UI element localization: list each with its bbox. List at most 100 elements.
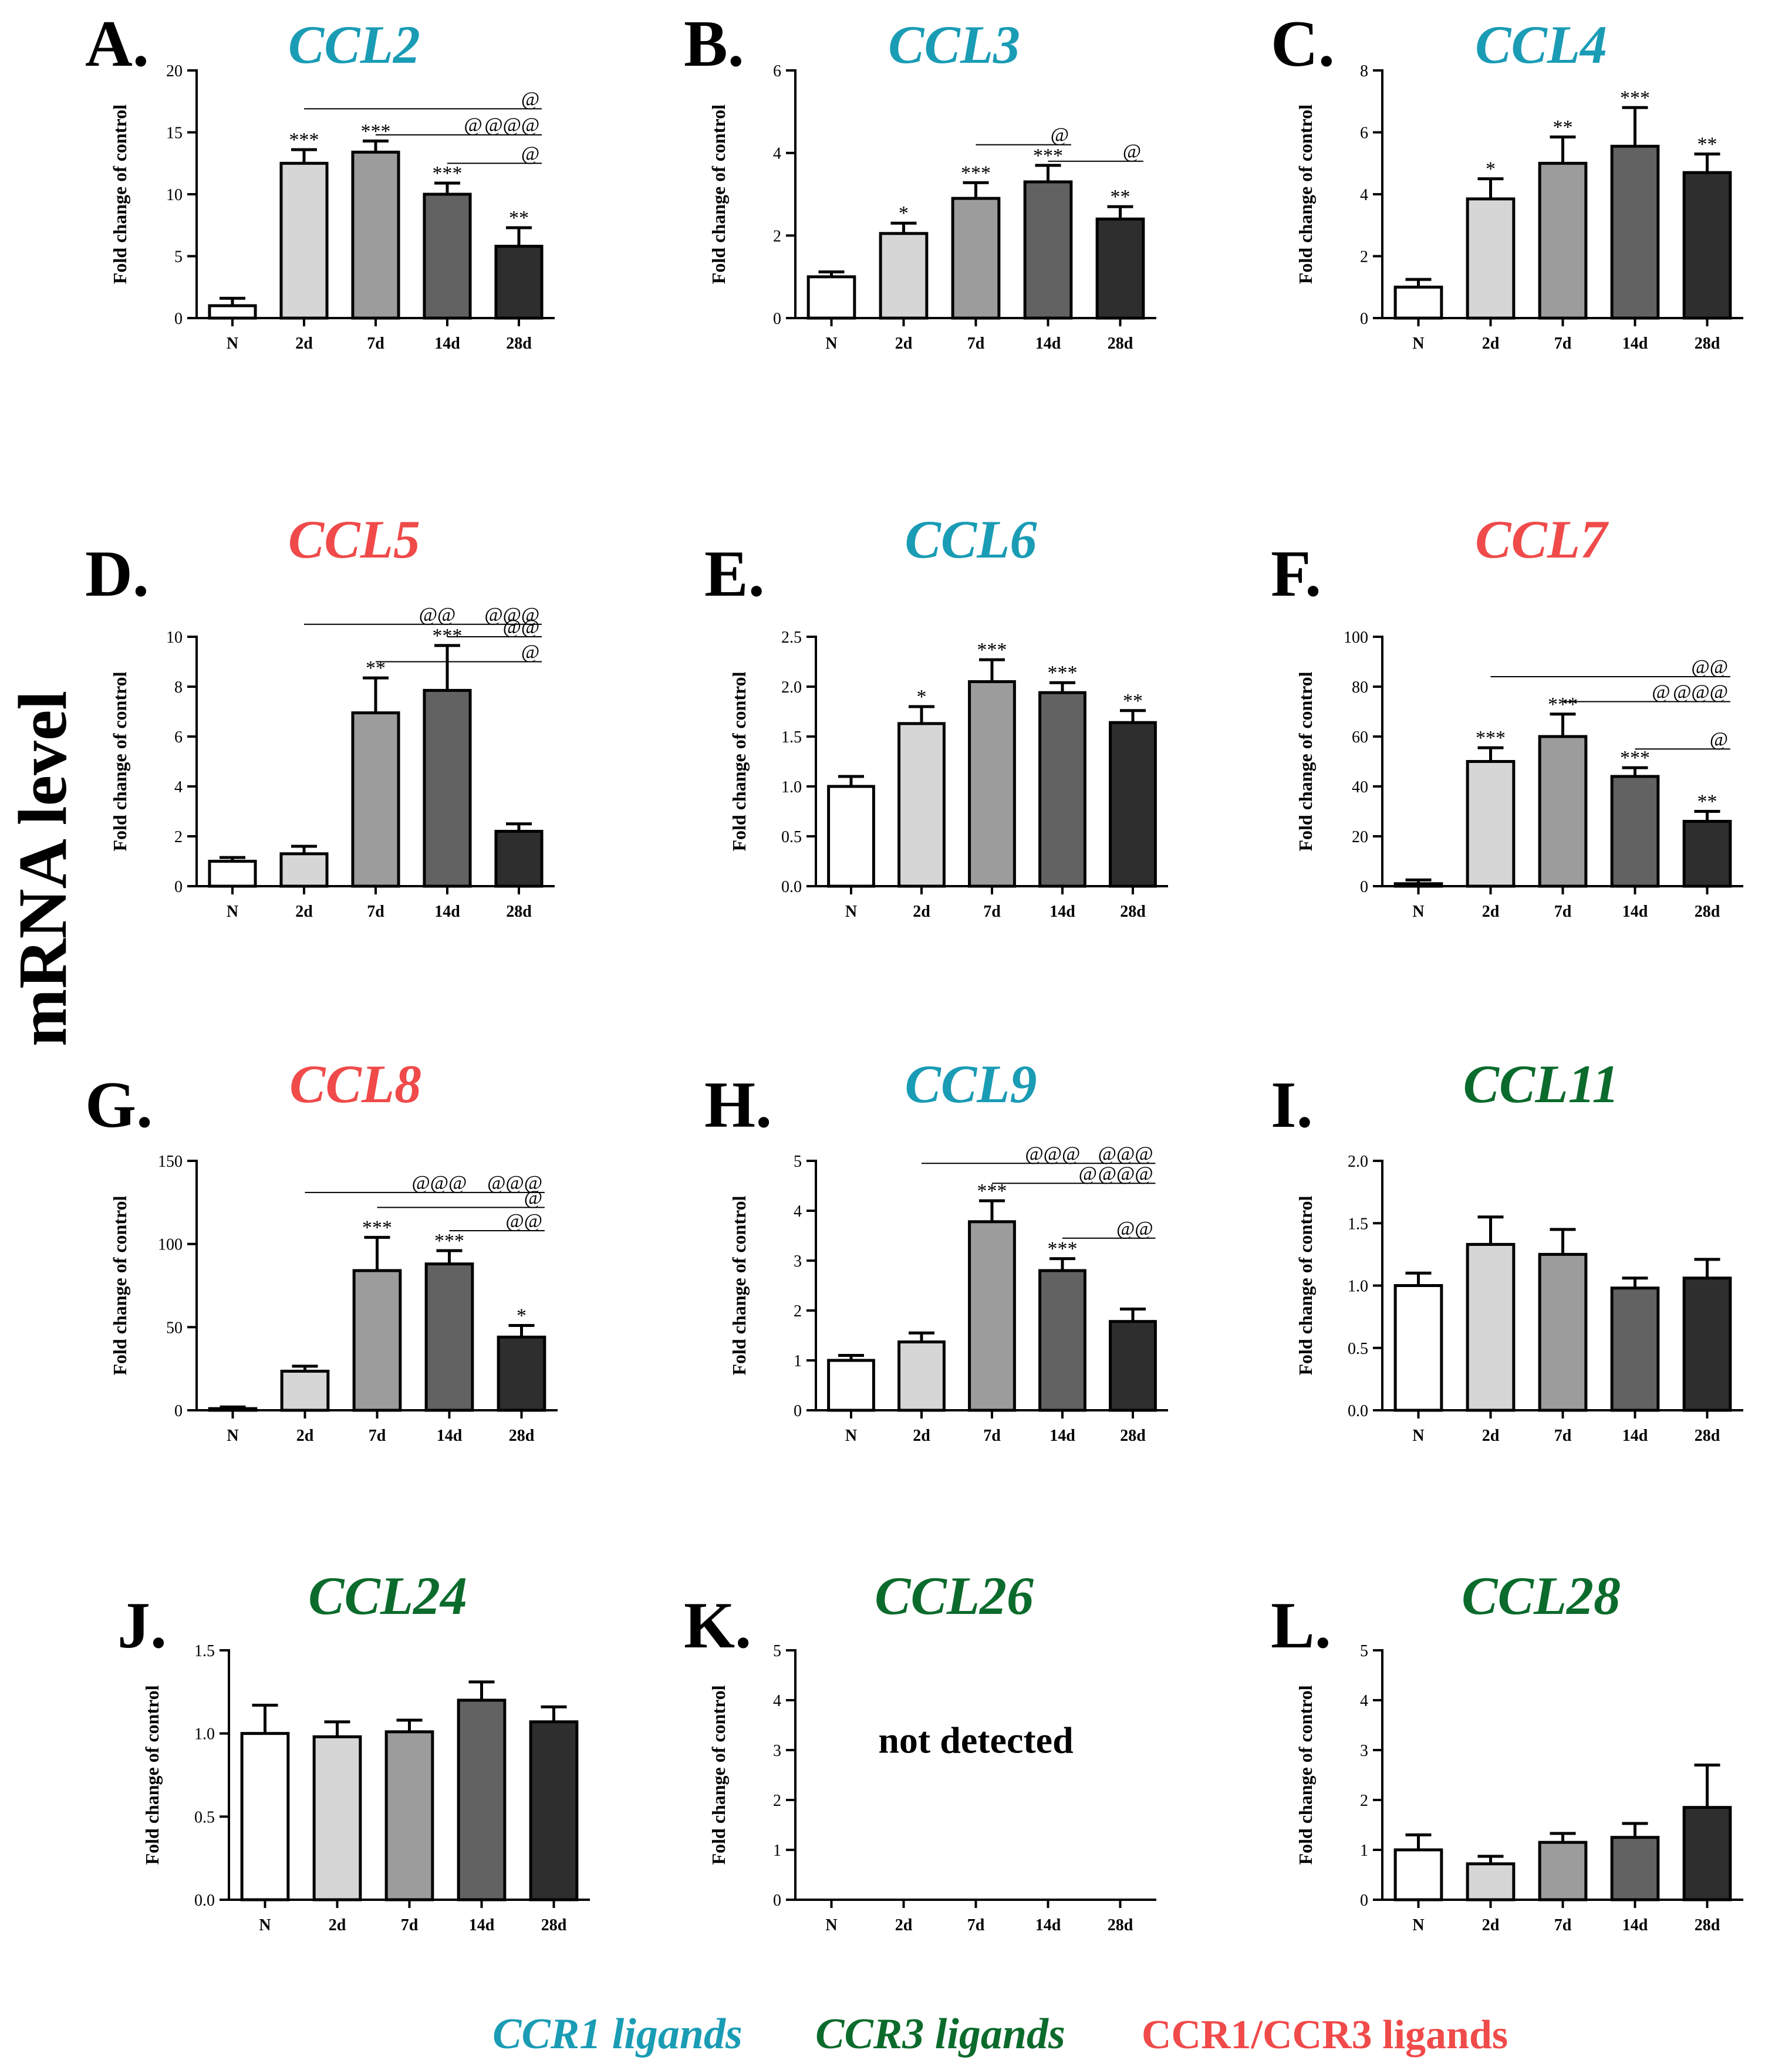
comparison-label: @@@ <box>411 1172 467 1194</box>
bar <box>208 860 257 888</box>
bar <box>1466 197 1516 320</box>
y-tick-label: 6 <box>1360 124 1368 143</box>
legend: CCR1 ligands CCR3 ligands CCR1/CCR3 liga… <box>492 2010 1508 2058</box>
bar <box>1393 285 1443 320</box>
bar <box>1538 1840 1588 1901</box>
comparison-label: @@ <box>1116 1218 1153 1239</box>
x-tick-label: N <box>825 335 837 353</box>
y-tick-label: 4 <box>773 1692 781 1710</box>
significance-stars: *** <box>961 162 991 184</box>
x-tick-label: 2d <box>1482 1427 1500 1445</box>
bar <box>879 232 929 320</box>
panel-label: C. <box>1271 8 1335 80</box>
panel-label: J. <box>117 1589 167 1662</box>
x-tick-label: 7d <box>367 903 384 921</box>
legend-ccr1-ccr3: CCR1/CCR3 ligands <box>1142 2012 1508 2058</box>
x-tick-label: 28d <box>506 903 532 921</box>
y-tick-label: 0.5 <box>194 1808 215 1826</box>
y-tick-label: 0 <box>1360 310 1368 328</box>
panel-label: K. <box>684 1589 751 1662</box>
chart-title: CCL2 <box>288 15 420 75</box>
legend-ccr3: CCR3 ligands <box>815 2010 1065 2058</box>
x-tick-label: 2d <box>296 1427 314 1445</box>
chart-title: CCL3 <box>888 15 1020 75</box>
significance-stars: ** <box>509 207 529 229</box>
y-tick-label: 1.0 <box>1348 1278 1368 1296</box>
comparison-label: @@ <box>505 1210 542 1232</box>
significance-stars: ** <box>1111 186 1130 208</box>
y-tick-label: 0 <box>773 310 781 328</box>
bar <box>1682 820 1732 888</box>
x-tick-label: 14d <box>469 1916 495 1934</box>
significance-stars: *** <box>1548 694 1578 715</box>
comparison-label: @ <box>1710 728 1728 750</box>
chart-title: CCL8 <box>289 1054 421 1114</box>
y-tick-label: 2.0 <box>781 678 802 697</box>
x-tick-label: 28d <box>1695 1916 1720 1934</box>
y-tick-label: 20 <box>166 62 183 80</box>
significance-stars: * <box>899 202 909 224</box>
bar <box>1610 144 1660 320</box>
bar <box>1610 1286 1660 1412</box>
x-tick-label: 28d <box>1120 903 1146 921</box>
x-tick-label: 14d <box>1049 903 1075 921</box>
y-tick-label: 2 <box>773 1792 781 1810</box>
chart-ccl5: D. CCL5 Fold change of control 0 2 4 6 8 10 N 2d 7d… <box>85 509 555 921</box>
chart-ccl6: E. CCL6 Fold change of control 0.0 0.5 1.0 1.5… <box>704 509 1168 921</box>
x-tick-label: 7d <box>367 335 384 353</box>
y-axis-label: Fold change of control <box>1295 1685 1316 1865</box>
bar <box>1682 1276 1732 1412</box>
y-tick-label: 0.0 <box>194 1892 215 1910</box>
x-tick-label: 14d <box>1622 1916 1648 1934</box>
significance-stars: ** <box>1697 133 1717 155</box>
bar <box>497 1335 546 1412</box>
comparison-label: @ <box>464 114 482 136</box>
chart-ccl28: L. CCL28 Fold change of control 0 1 2 3 4 5 N 2d 7d… <box>1271 1566 1743 1934</box>
y-tick-label: 4 <box>773 145 781 163</box>
x-tick-label: 28d <box>1695 335 1720 353</box>
y-tick-label: 0 <box>174 878 183 896</box>
x-tick-label: 14d <box>1622 1427 1648 1445</box>
bar <box>1538 1252 1588 1412</box>
y-axis-label: Fold change of control <box>728 1195 750 1375</box>
bar <box>423 192 472 320</box>
bar <box>351 711 400 888</box>
y-axis-label: Fold change of control <box>708 104 729 284</box>
comparison-label: @@ <box>1691 656 1728 678</box>
x-tick-label: 2d <box>895 1916 913 1934</box>
x-tick-label: 14d <box>1622 903 1648 921</box>
y-axis-label: Fold change of control <box>1295 671 1316 851</box>
chart-title: CCL28 <box>1462 1566 1621 1626</box>
x-tick-label: N <box>1412 1427 1424 1445</box>
comparison-label: @@@ <box>1098 1163 1153 1184</box>
bar <box>806 275 856 320</box>
y-tick-label: 0 <box>1360 878 1368 896</box>
significance-stars: * <box>517 1305 527 1327</box>
bar <box>529 1720 579 1901</box>
y-tick-label: 40 <box>1352 778 1368 796</box>
x-tick-label: N <box>227 903 238 921</box>
y-tick-label: 80 <box>1352 678 1368 697</box>
significance-stars: *** <box>1048 1238 1078 1260</box>
y-tick-label: 6 <box>174 728 183 747</box>
significance-stars: * <box>1486 158 1496 180</box>
comparison-label: @@@ <box>487 1172 542 1194</box>
chart-ccl3: B. CCL3 Fold change of control 0 2 4 6 N 2d * 7d **… <box>684 8 1156 353</box>
y-tick-label: 100 <box>158 1236 183 1254</box>
x-tick-label: 2d <box>913 1427 930 1445</box>
y-tick-label: 6 <box>773 62 781 80</box>
comparison-label: @ <box>521 143 539 164</box>
comparison-label: @@@ <box>1025 1143 1080 1164</box>
bar <box>279 161 329 320</box>
chart-ccl2: A. CCL2 Fold change of control 0 5 10 15 20 N 2d *… <box>85 8 555 353</box>
bar <box>423 688 472 888</box>
bar <box>1538 735 1588 888</box>
x-tick-label: 7d <box>401 1916 419 1934</box>
chart-title: CCL9 <box>905 1054 1037 1114</box>
y-tick-label: 5 <box>794 1153 802 1171</box>
x-tick-label: 2d <box>1482 1916 1500 1934</box>
y-tick-label: 4 <box>1360 186 1368 204</box>
bar <box>457 1698 507 1901</box>
bar <box>352 1269 402 1412</box>
